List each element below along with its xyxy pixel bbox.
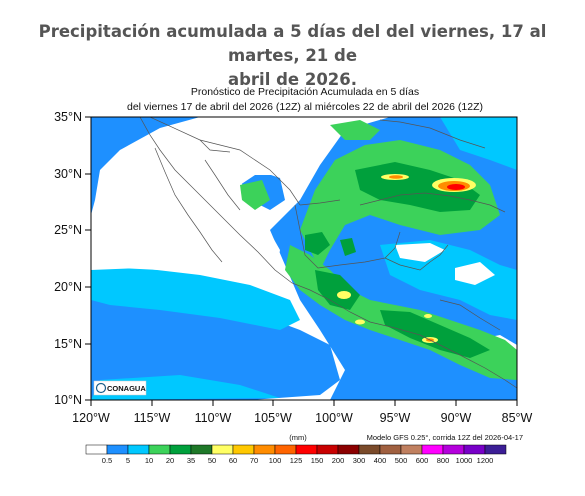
legend-label: 125 [290,456,303,465]
legend-label: 1000 [456,456,473,465]
legend-swatch [421,444,444,455]
legend-swatch [316,444,339,455]
lon-label-90w: 90°W [441,411,472,425]
lon-label-110w: 110°W [195,411,232,425]
precip-layer-dark-green [305,162,490,358]
lon-label-120w: 120°W [72,411,110,425]
lat-label-35n: 35°N [54,110,82,124]
legend-colorbar [85,444,507,455]
title-line-1: Precipitación acumulada a 5 días del del… [38,22,547,65]
lat-label-30n: 30°N [54,167,82,181]
legend-label: 60 [229,456,237,465]
legend-label: 150 [311,456,324,465]
legend-swatch [169,444,192,455]
legend-label: 0.5 [102,456,112,465]
legend-swatch [232,444,255,455]
legend-swatch [295,444,318,455]
legend-swatch [190,444,213,455]
legend-swatch [400,444,423,455]
coastlines [139,117,517,389]
legend-label: 70 [250,456,258,465]
precip-layer-heavy [337,174,476,343]
legend-labels: 0.5 5 10 20 35 50 60 70 100 125 150 200 300 400 500 600… [102,456,494,465]
lat-label-25n: 25°N [54,223,82,237]
legend-swatch [85,444,108,455]
lon-label-100w: 100°W [315,411,353,425]
conagua-emblem-icon [95,382,107,394]
legend-label: 200 [332,456,345,465]
lon-label-105w: 105°W [254,411,292,425]
map-area [91,117,517,400]
legend-swatch [127,444,150,455]
legend-label: 300 [353,456,366,465]
legend-label: 35 [187,456,195,465]
legend-swatch [211,444,234,455]
legend-label: 800 [437,456,450,465]
legend-label: 1200 [477,456,494,465]
lat-label-15n: 15°N [54,337,82,351]
legend-label: 10 [145,456,153,465]
title-line-2: abril de 2026. [227,70,358,89]
legend-swatch [106,444,129,455]
legend-swatch [337,444,360,455]
lon-label-95w: 95°W [380,411,411,425]
lat-label-20n: 20°N [54,280,82,294]
legend-swatch [253,444,276,455]
legend-swatch [442,444,465,455]
legend-label: 5 [126,456,130,465]
legend-swatch [274,444,297,455]
legend-label: 100 [269,456,282,465]
conagua-logo: CONAGUA [93,380,146,396]
plot-title-line-1: Pronóstico de Precipitación Acumulada en… [191,86,419,98]
legend-swatch [358,444,381,455]
legend-swatch [463,444,486,455]
legend-label: 500 [395,456,408,465]
legend-swatch [148,444,171,455]
legend-label: 400 [374,456,387,465]
legend-swatch [379,444,402,455]
legend-label: 20 [166,456,174,465]
lon-label-115w: 115°W [134,411,171,425]
axis-ticks [85,116,518,406]
legend-label: 50 [208,456,216,465]
legend-units: (mm) [289,433,307,442]
plot-title-line-2: del viernes 17 de abril del 2026 (12Z) a… [127,101,483,113]
legend-swatch [484,444,507,455]
lon-label-85w: 85°W [502,411,533,425]
legend-label: 600 [416,456,429,465]
lat-label-10n: 10°N [54,393,82,407]
model-note: Modelo GFS 0.25°, corrida 12Z del 2026-0… [367,433,523,442]
conagua-logo-text: CONAGUA [107,384,146,393]
map-frame [90,116,518,401]
page-title: Precipitación acumulada a 5 días del del… [0,20,585,92]
